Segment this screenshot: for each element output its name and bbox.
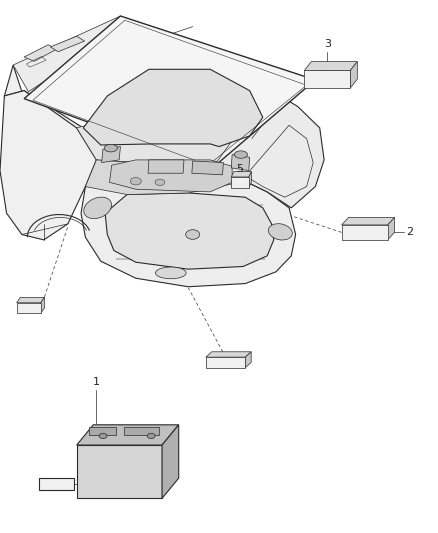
Polygon shape: [89, 427, 116, 435]
Text: 5: 5: [237, 164, 244, 174]
Polygon shape: [245, 352, 251, 368]
Polygon shape: [231, 155, 250, 171]
Polygon shape: [102, 147, 120, 163]
Ellipse shape: [268, 224, 292, 240]
Polygon shape: [124, 427, 159, 435]
Ellipse shape: [234, 151, 247, 158]
Polygon shape: [206, 352, 251, 357]
Polygon shape: [231, 177, 249, 188]
Polygon shape: [81, 181, 296, 287]
Polygon shape: [162, 425, 179, 498]
Polygon shape: [388, 217, 395, 240]
Text: 2: 2: [406, 228, 413, 237]
Ellipse shape: [186, 230, 200, 239]
Polygon shape: [231, 172, 251, 177]
Text: 1: 1: [93, 377, 100, 387]
Polygon shape: [85, 160, 245, 195]
Polygon shape: [83, 69, 263, 147]
Polygon shape: [304, 62, 357, 70]
Ellipse shape: [155, 179, 165, 185]
Polygon shape: [342, 217, 395, 225]
Polygon shape: [249, 172, 251, 188]
Text: 3: 3: [324, 39, 331, 49]
Polygon shape: [39, 478, 74, 490]
Polygon shape: [342, 225, 388, 240]
Polygon shape: [41, 297, 44, 313]
Polygon shape: [304, 70, 350, 88]
Polygon shape: [17, 303, 41, 313]
Polygon shape: [17, 297, 44, 303]
Polygon shape: [148, 160, 184, 173]
Polygon shape: [77, 112, 245, 168]
Polygon shape: [110, 160, 232, 192]
Polygon shape: [350, 62, 357, 88]
Ellipse shape: [155, 267, 186, 279]
Polygon shape: [24, 16, 315, 168]
Polygon shape: [77, 425, 179, 445]
Polygon shape: [4, 91, 83, 139]
Polygon shape: [105, 193, 274, 269]
Polygon shape: [192, 161, 223, 175]
Polygon shape: [50, 36, 85, 52]
Polygon shape: [212, 96, 324, 208]
Polygon shape: [24, 45, 57, 61]
Polygon shape: [206, 357, 245, 368]
Polygon shape: [0, 91, 96, 240]
Ellipse shape: [99, 433, 107, 439]
Polygon shape: [4, 65, 77, 139]
Ellipse shape: [131, 177, 141, 185]
Polygon shape: [13, 16, 120, 92]
Polygon shape: [77, 445, 162, 498]
Ellipse shape: [147, 433, 155, 439]
Ellipse shape: [104, 144, 117, 152]
Ellipse shape: [84, 197, 112, 219]
